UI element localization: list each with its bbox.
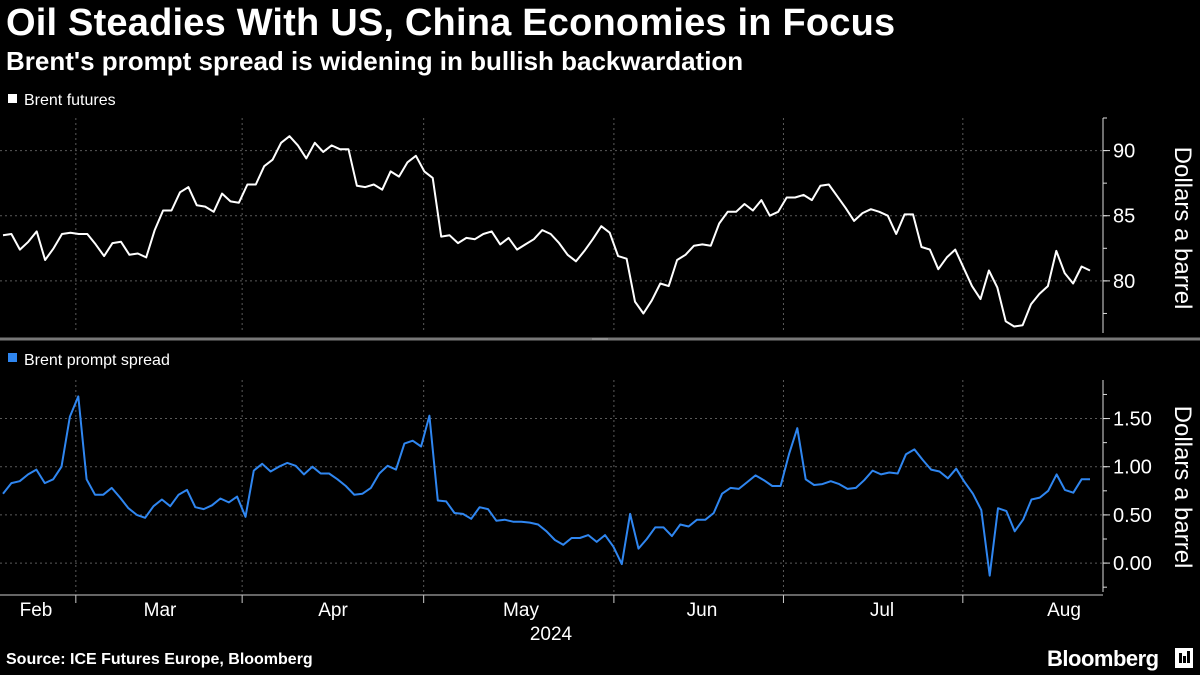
x-tick-label-feb: Feb (20, 600, 53, 621)
spread-legend-swatch (8, 353, 17, 362)
x-axis-ticks: Feb Mar Apr May Jun Jul Aug (20, 595, 1081, 621)
spread-gridlines (0, 418, 1103, 564)
spread-y-axis-label: Dollars a barrel (1169, 406, 1196, 569)
spread-series-line (2, 395, 1090, 577)
spread-month-gridlines (75, 380, 964, 595)
futures-gridlines (0, 150, 1103, 282)
x-axis-year-label: 2024 (530, 624, 573, 645)
x-tick-label-may: May (503, 600, 539, 621)
futures-legend-label: Brent futures (24, 92, 116, 109)
spread-y-tick-label: 1.00 (1113, 457, 1152, 479)
futures-y-ticks: 80 85 90 (1103, 117, 1135, 314)
futures-series-line (2, 135, 1091, 328)
spread-legend-label: Brent prompt spread (24, 352, 170, 369)
spread-y-tick-label: 0.00 (1113, 553, 1152, 575)
x-tick-label-jul: Jul (870, 600, 894, 621)
source-note: Source: ICE Futures Europe, Bloomberg (6, 651, 313, 668)
futures-y-tick-label: 85 (1113, 206, 1135, 228)
x-tick-label-mar: Mar (144, 600, 177, 621)
x-tick-label-jun: Jun (687, 600, 718, 621)
x-tick-label-aug: Aug (1047, 600, 1081, 621)
bloomberg-logo: Bloomberg (1047, 646, 1159, 671)
spread-y-ticks: 0.00 0.50 1.00 1.50 (1103, 393, 1152, 588)
futures-y-tick-label: 90 (1113, 141, 1135, 163)
bloomberg-logo-icon (1175, 648, 1193, 668)
chart-title: Oil Steadies With US, China Economies in… (6, 2, 896, 44)
spread-y-tick-label: 0.50 (1113, 505, 1152, 527)
x-tick-label-apr: Apr (318, 600, 348, 621)
spread-y-tick-label: 1.50 (1113, 409, 1152, 431)
futures-y-axis-label: Dollars a barrel (1169, 147, 1196, 310)
futures-month-gridlines (75, 118, 964, 333)
chart-subtitle: Brent's prompt spread is widening in bul… (6, 46, 744, 76)
futures-y-tick-label: 80 (1113, 271, 1135, 293)
futures-legend-swatch (8, 94, 17, 103)
